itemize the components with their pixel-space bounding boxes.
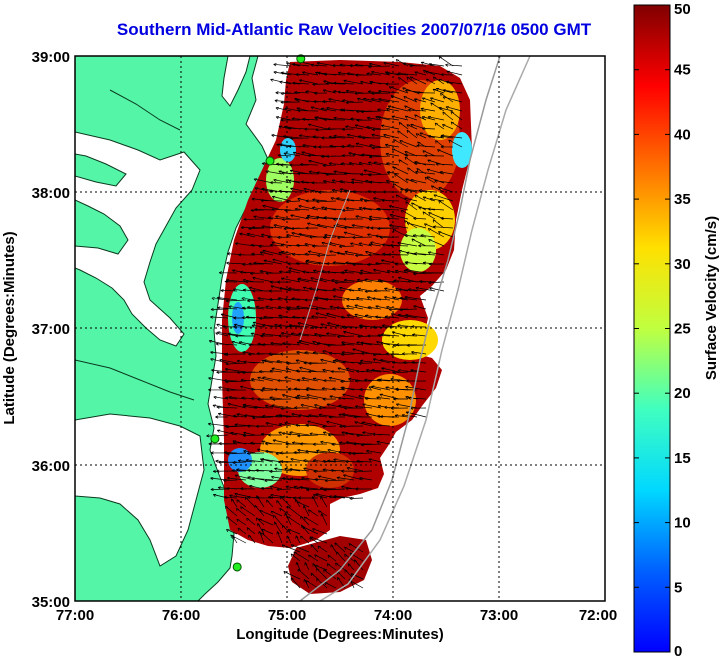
depth-contour bbox=[319, 56, 531, 601]
lat-tick-label: 38:00 bbox=[32, 185, 70, 202]
colorbar-tick-label: 20 bbox=[674, 385, 691, 402]
colorbar-tick-label: 10 bbox=[674, 515, 691, 532]
colorbar-tick-label: 40 bbox=[674, 126, 691, 143]
colorbar-label: Surface Velocity (cm/s) bbox=[703, 216, 720, 380]
colorbar-tick-label: 25 bbox=[674, 321, 691, 338]
plot-frame bbox=[74, 55, 606, 602]
lon-tick-label: 77:00 bbox=[56, 607, 94, 624]
sound-water bbox=[75, 413, 205, 567]
velocity-arrows bbox=[206, 56, 463, 589]
depth-contour bbox=[299, 56, 501, 601]
colorbar-tick-label: 5 bbox=[674, 579, 682, 596]
colorbar bbox=[633, 4, 671, 653]
lat-tick-label: 36:00 bbox=[32, 458, 70, 475]
colorbar-tick-label: 35 bbox=[674, 191, 691, 208]
colorbar-tick-label: 50 bbox=[674, 1, 691, 18]
lat-tick-label: 35:00 bbox=[32, 594, 70, 611]
delaware-bay-water bbox=[221, 56, 251, 107]
colorbar-tick-label: 0 bbox=[674, 643, 682, 659]
x-axis-label: Longitude (Degrees:Minutes) bbox=[236, 626, 444, 643]
station-marker bbox=[210, 434, 220, 444]
lat-tick-label: 39:00 bbox=[32, 49, 70, 66]
colorbar-tick-label: 30 bbox=[674, 256, 691, 273]
map-title: Southern Mid-Atlantic Raw Velocities 200… bbox=[116, 20, 592, 39]
lon-tick-label: 74:00 bbox=[374, 607, 412, 624]
river-line bbox=[109, 89, 181, 131]
lat-tick-label: 37:00 bbox=[32, 321, 70, 338]
bay-water bbox=[75, 131, 201, 347]
river-line bbox=[75, 359, 195, 401]
lon-tick-label: 75:00 bbox=[268, 607, 306, 624]
depth-contour bbox=[299, 189, 351, 341]
lon-tick-label: 76:00 bbox=[162, 607, 200, 624]
station-marker bbox=[232, 562, 242, 572]
grid bbox=[75, 56, 605, 601]
lon-tick-label: 73:00 bbox=[480, 607, 518, 624]
y-axis-label: Latitude (Degrees:Minutes) bbox=[1, 231, 18, 424]
lon-tick-label: 72:00 bbox=[579, 607, 617, 624]
station-marker bbox=[265, 156, 275, 166]
colorbar-tick-label: 15 bbox=[674, 450, 691, 467]
colorbar-tick-label: 45 bbox=[674, 62, 691, 79]
velocity-arrow-set bbox=[206, 56, 463, 589]
